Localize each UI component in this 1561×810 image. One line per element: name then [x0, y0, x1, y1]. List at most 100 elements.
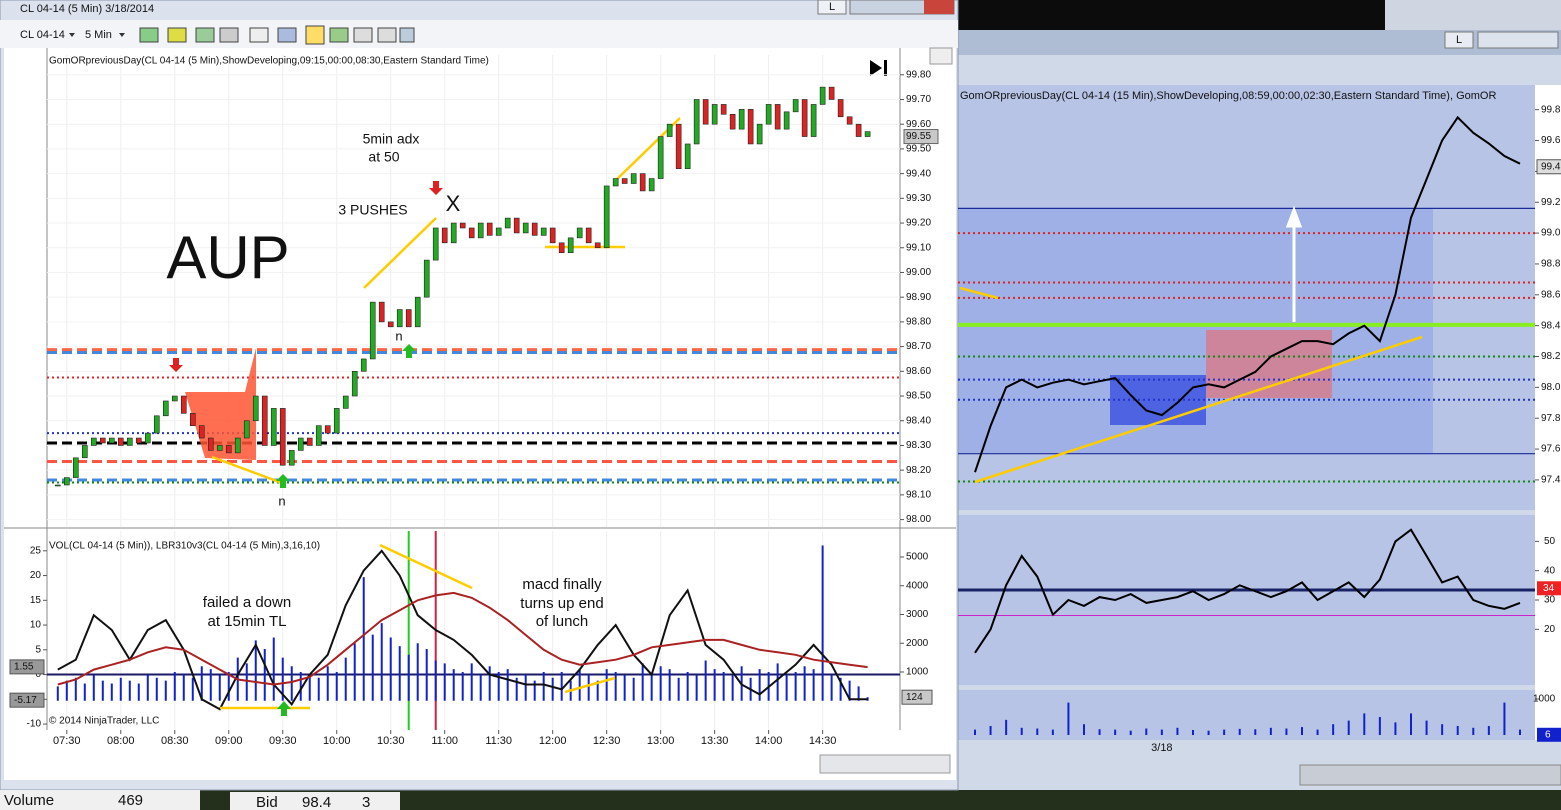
volume-bar	[758, 669, 761, 701]
candle-body	[549, 227, 556, 244]
volume-bar	[353, 643, 356, 701]
y-tick-label: 30	[1544, 595, 1556, 606]
candle-body	[666, 123, 673, 137]
right-l-text: L	[1456, 34, 1462, 46]
volume-bar	[434, 660, 437, 701]
candle-body	[117, 437, 124, 446]
volume-bar	[290, 666, 293, 701]
volume-bar	[299, 672, 302, 701]
candle-body	[180, 395, 187, 414]
volume-bar	[1254, 729, 1257, 735]
volume-bar	[632, 677, 635, 701]
candle-body	[207, 437, 214, 451]
candle-body	[684, 143, 691, 169]
desktop-strip	[1385, 0, 1561, 30]
right-scrollbar[interactable]	[1299, 764, 1561, 786]
price-tag-label: 99.4	[1541, 161, 1561, 172]
status-bid	[230, 792, 400, 810]
price-panel: 98.00 98.10 98.20 98.30 98.40 98.50 98.60 98.70…	[47, 55, 939, 527]
y-tick-label: 0	[35, 669, 41, 680]
candle-body	[162, 400, 169, 417]
volume-bar	[83, 683, 86, 701]
price-tag	[903, 129, 939, 145]
volume-bar	[821, 545, 824, 701]
y-tick-label: 40	[1544, 565, 1556, 576]
x-tick-label: 13:30	[701, 735, 729, 747]
signal-arrow	[402, 344, 416, 358]
candle-body	[864, 131, 871, 137]
y-tick-label: 98.60	[906, 366, 931, 377]
volume-bar	[317, 677, 320, 701]
signal-arrow	[276, 474, 290, 488]
annotation: macd finally	[522, 576, 602, 593]
candle-body	[846, 116, 853, 125]
candle-body	[522, 222, 529, 234]
candle-body	[189, 413, 196, 426]
volume-bar	[1207, 730, 1210, 735]
signal-arrow	[169, 358, 183, 372]
volume-bar	[560, 672, 563, 701]
trend-line	[363, 217, 437, 289]
annotation: at 50	[368, 149, 399, 165]
volume-bar	[551, 677, 554, 701]
y-tick-label: 99.60	[906, 119, 931, 130]
candle-body	[99, 437, 106, 444]
volume-bar	[254, 640, 257, 701]
instrument-select[interactable]: CL 04-14	[20, 29, 65, 41]
volume-bar	[461, 672, 464, 701]
volume-bar	[407, 654, 410, 701]
panel-menu[interactable]	[929, 47, 953, 65]
volume-bar	[713, 669, 716, 701]
volume-bar	[1160, 729, 1163, 735]
interval-select[interactable]: 5 Min	[85, 29, 112, 41]
right-axis-bg	[1535, 85, 1561, 740]
candle-body	[306, 437, 313, 446]
right-window-buttons[interactable]	[1477, 31, 1559, 49]
volume-bar	[101, 680, 104, 701]
annotation: 5min adx	[363, 131, 420, 147]
l-button[interactable]	[817, 0, 847, 15]
scrollbar[interactable]	[819, 754, 951, 774]
white-arrow	[1285, 205, 1303, 322]
annotation: n	[395, 328, 402, 343]
volume-bar	[776, 663, 779, 701]
price-tag	[1536, 159, 1561, 175]
x-tick-label: 11:30	[485, 735, 512, 747]
value-tag-label: 6	[1545, 729, 1551, 740]
volume-bar	[443, 663, 446, 701]
volume-bar	[641, 663, 644, 701]
volume-bar	[839, 677, 842, 701]
volume-bar	[1051, 729, 1054, 735]
y-tick-label: 98.2	[1541, 351, 1561, 362]
close-button[interactable]	[924, 0, 954, 14]
volume-bar	[1083, 724, 1085, 735]
volume-bar	[686, 672, 689, 701]
y-tick-label: 99.20	[906, 218, 931, 229]
volume-bar	[74, 677, 77, 701]
candle-body	[198, 425, 205, 439]
y-tick-label: 98.20	[906, 465, 931, 476]
x-tick-label: 13:00	[647, 735, 675, 747]
toolbar-icons[interactable]	[139, 25, 415, 45]
x-tick-label: 08:30	[161, 735, 189, 747]
candle-body	[774, 104, 781, 130]
volume-bar	[695, 674, 698, 701]
signal-arrow	[429, 181, 443, 195]
candle-body	[324, 425, 331, 434]
y-tick-label: 97.8	[1541, 413, 1561, 424]
y-tick-label: 99.8	[1541, 104, 1561, 115]
candle-body	[792, 99, 799, 113]
right-l-button[interactable]	[1444, 31, 1474, 49]
y-tick-label: 98.50	[906, 391, 931, 402]
signal-arrow	[277, 701, 291, 716]
go-to-end[interactable]	[870, 60, 887, 76]
volume-bar	[65, 680, 68, 701]
annotation: 3 PUSHES	[338, 202, 407, 218]
y-tick-label: -10	[27, 719, 42, 730]
volume-bar	[1020, 727, 1023, 735]
annotation: at 15min TL	[208, 613, 287, 630]
candle-body	[234, 437, 241, 454]
status-volume: 469	[118, 792, 143, 809]
x-tick-label: 11:00	[431, 735, 458, 747]
candle-body	[432, 227, 439, 261]
